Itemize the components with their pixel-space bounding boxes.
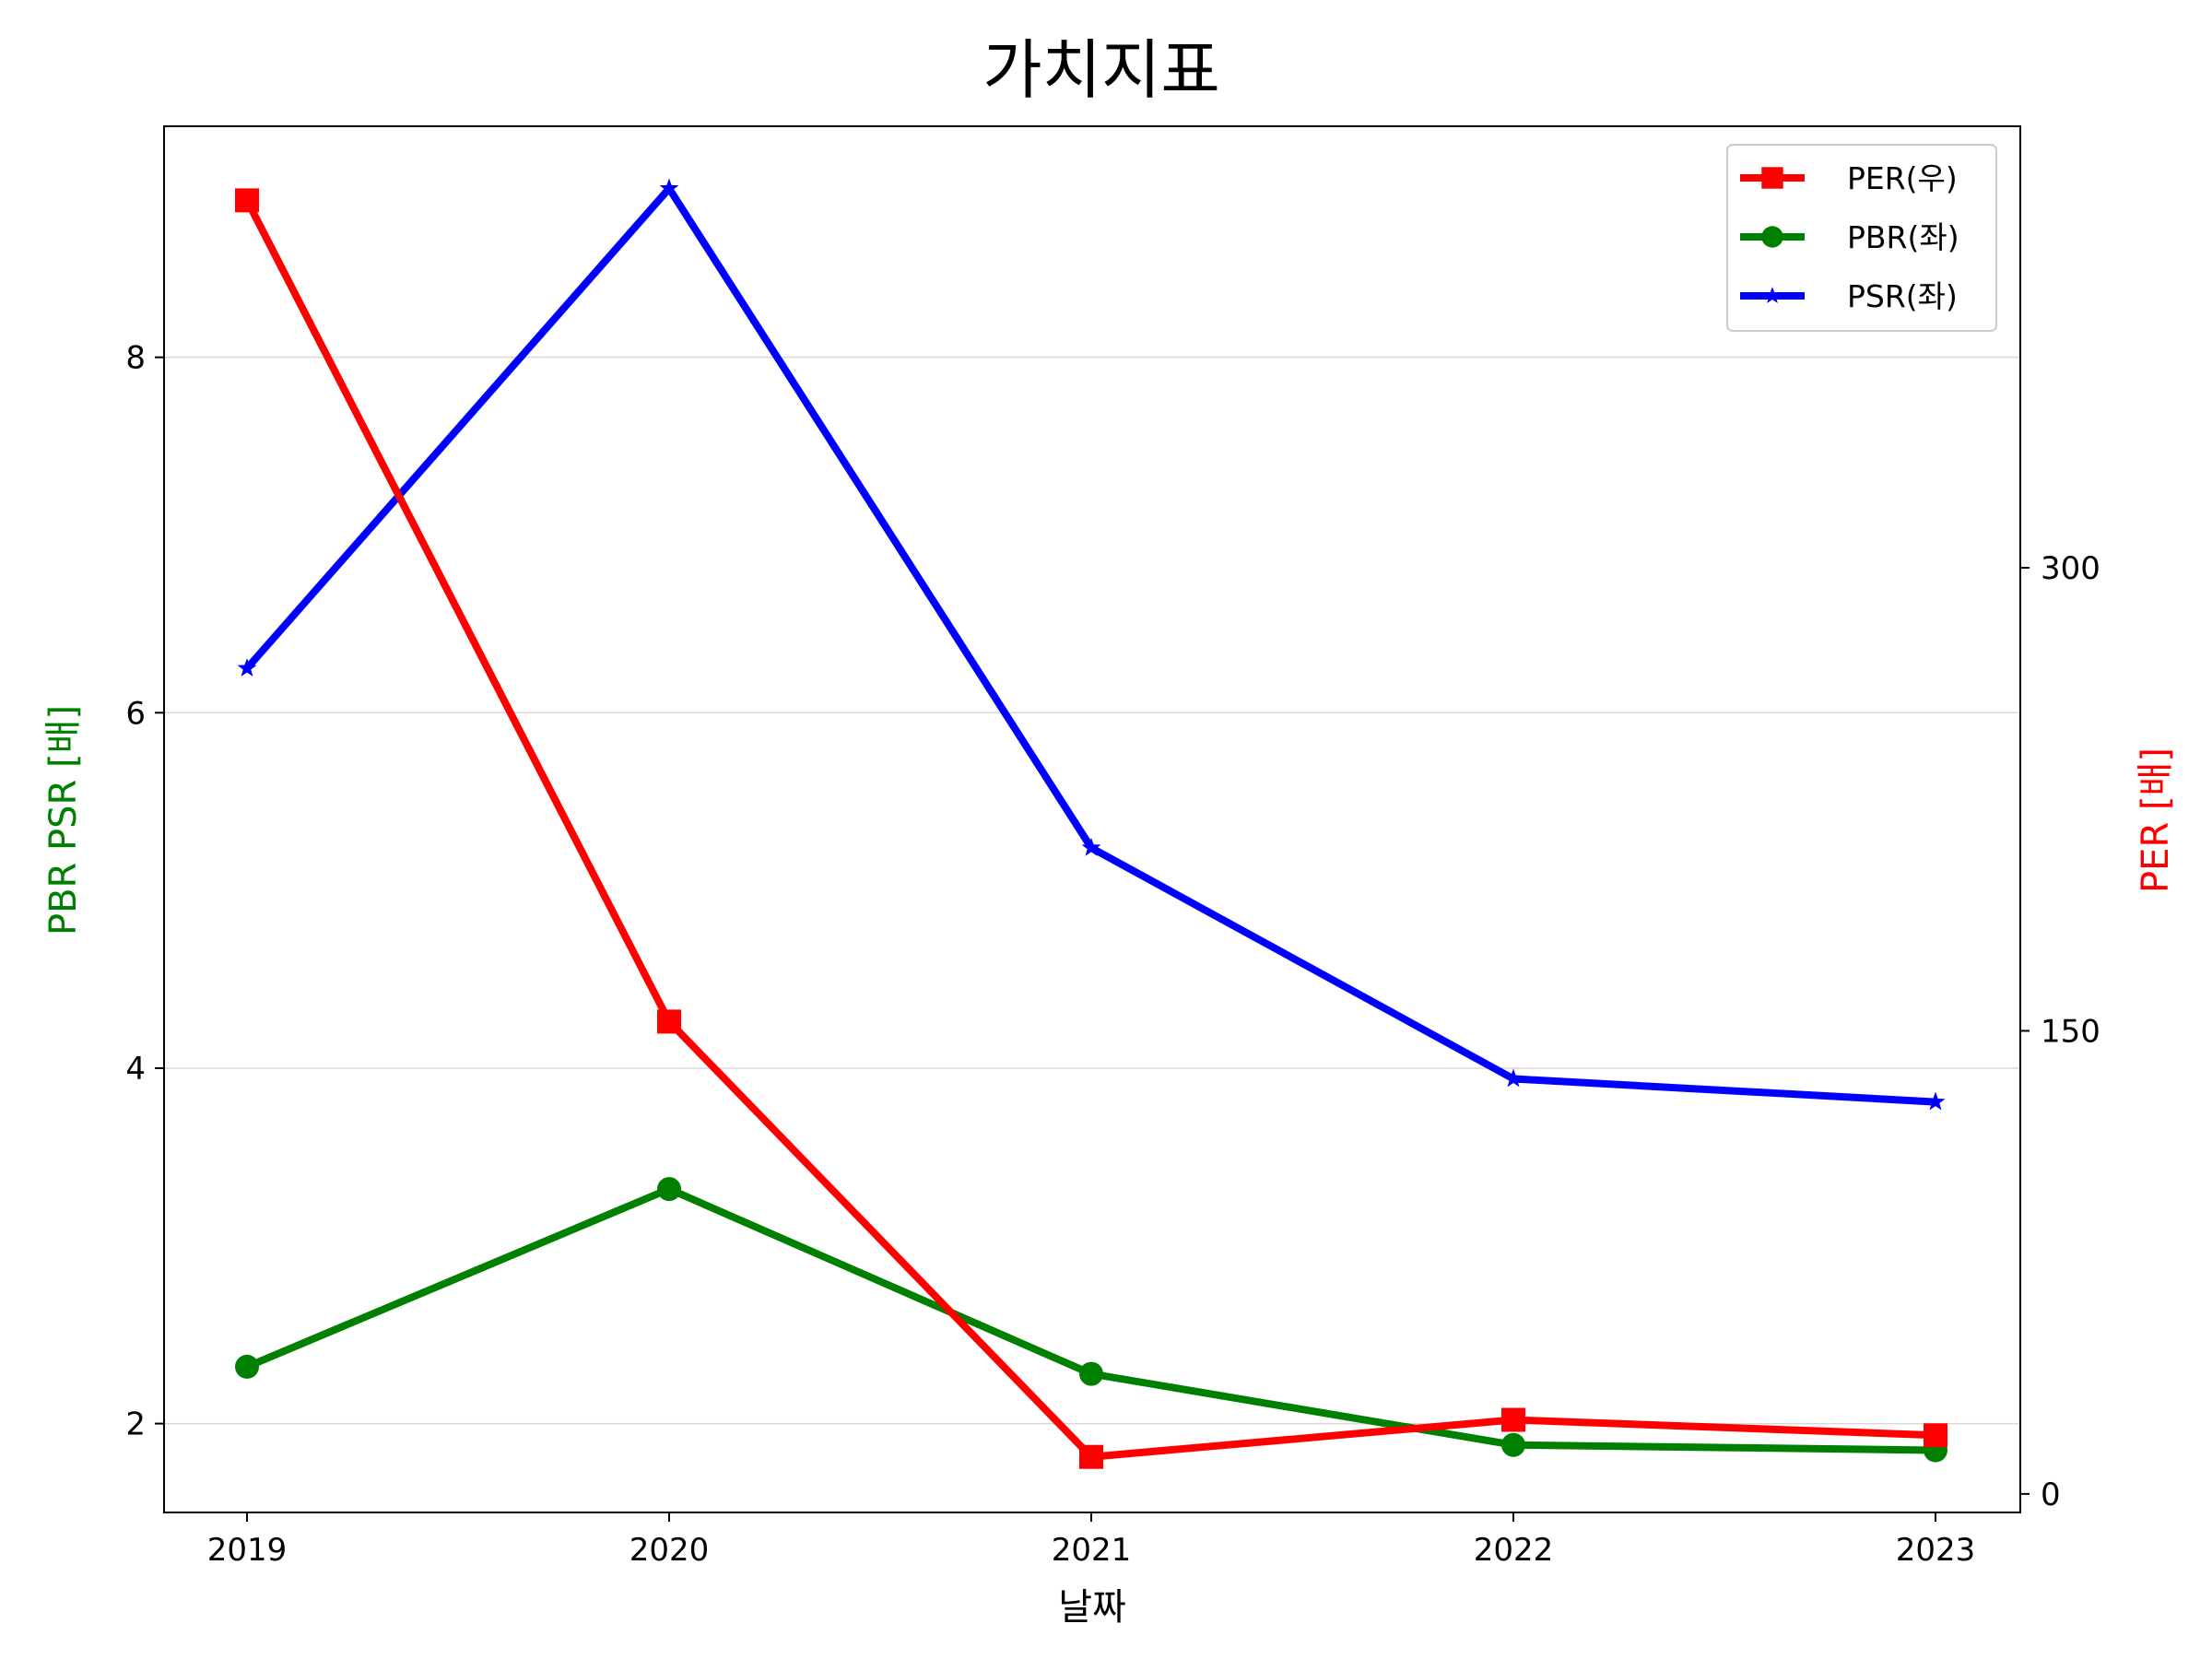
point-per-2019 [235, 188, 259, 213]
y-left-tick-label-4: 4 [125, 1051, 146, 1088]
legend-label-psr: PSR(좌) [1847, 278, 1958, 314]
x-tick-label-2023: 2023 [1896, 1532, 1976, 1569]
point-per-2020 [657, 1009, 681, 1034]
y-left-tick-label-6: 6 [125, 695, 146, 732]
point-psr-2019 [237, 658, 257, 677]
y-axis-right-label: PER [배] [2135, 747, 2177, 893]
series-layer [235, 178, 1947, 1469]
y-right-tick-label-300: 300 [2041, 550, 2100, 587]
y-left-tick-label-8: 8 [125, 340, 146, 377]
point-per-2023 [1924, 1423, 1947, 1448]
point-pbr-2019 [235, 1354, 259, 1379]
point-per-2022 [1501, 1407, 1525, 1432]
legend-item-pbr: PBR(좌) [1740, 219, 1959, 255]
x-tick-label-2019: 2019 [207, 1532, 288, 1569]
legend-item-psr: PSR(좌) [1740, 278, 1958, 314]
legend-swatch-marker-pbr [1761, 226, 1783, 248]
point-pbr-2020 [657, 1177, 681, 1202]
series-psr [237, 178, 1946, 1111]
legend-box [1726, 144, 1997, 332]
y-left-tick-label-2: 2 [125, 1406, 146, 1443]
point-psr-2020 [659, 178, 679, 197]
legend-swatch-marker-per [1761, 167, 1783, 189]
x-tick-label-2020: 2020 [629, 1532, 710, 1569]
point-psr-2022 [1503, 1068, 1524, 1088]
legend-swatch-marker-psr [1763, 287, 1782, 304]
point-pbr-2022 [1501, 1432, 1525, 1457]
series-pbr [235, 1177, 1947, 1463]
x-tick-label-2021: 2021 [1052, 1532, 1132, 1569]
axes: 2 4 6 8 0 150 300 2019 2020 2021 2022 2023 [125, 340, 2100, 1569]
x-axis-label: 날짜 [1058, 1586, 1126, 1629]
y-axis-left-label: PBR PSR [배] [42, 705, 85, 935]
legend-label-pbr: PBR(좌) [1847, 219, 1959, 255]
y-right-tick-label-0: 0 [2041, 1477, 2061, 1513]
legend: PER(우) PBR(좌) PSR(좌) [1726, 144, 1997, 332]
legend-item-per: PER(우) [1740, 160, 1958, 196]
point-psr-2023 [1925, 1091, 1946, 1111]
x-tick-label-2022: 2022 [1474, 1532, 1554, 1569]
point-pbr-2021 [1079, 1361, 1103, 1386]
chart-title: 가치지표 [982, 32, 1220, 108]
series-per [235, 188, 1947, 1469]
y-right-tick-label-150: 150 [2041, 1013, 2100, 1050]
point-psr-2021 [1081, 837, 1101, 856]
legend-label-per: PER(우) [1847, 160, 1958, 196]
point-per-2021 [1079, 1444, 1103, 1469]
